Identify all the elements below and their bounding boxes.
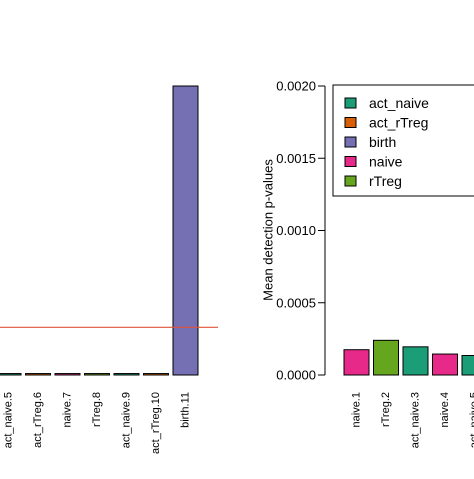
bar-left-6 [144, 374, 169, 375]
legend-swatch-act_naive [345, 98, 356, 108]
bar-left-3 [55, 374, 80, 375]
legend-label: birth [369, 134, 396, 150]
bar-right-5 [462, 355, 474, 375]
y-tick-label: 0.0000 [276, 368, 316, 383]
x-tick-label-left: act_rTreg.10 [150, 392, 162, 454]
y-tick-label: 0.0010 [276, 223, 316, 238]
x-tick-label-right: act_naive.3 [410, 392, 422, 448]
legend-label: act_rTreg [369, 115, 428, 131]
legend-swatch-naive [345, 157, 356, 167]
legend-swatch-act_rTreg [345, 118, 356, 128]
bar-right-2 [374, 340, 399, 375]
x-tick-label-left: naive.7 [62, 392, 74, 427]
bar-left-1 [0, 374, 21, 375]
x-tick-label-right: naive.1 [351, 392, 363, 427]
x-tick-label-right: naive.4 [439, 392, 451, 427]
legend-swatch-birth [345, 137, 356, 147]
y-tick-label: 0.0005 [276, 295, 316, 310]
x-tick-label-left: act_naive.9 [121, 392, 133, 448]
y-tick-label: 0.0015 [276, 151, 316, 166]
x-tick-label-right: act_naive.5 [469, 392, 474, 448]
x-tick-label-left: act_rTreg.6 [32, 392, 44, 448]
legend-label: naive [369, 154, 403, 170]
legend-swatch-rTreg [345, 176, 356, 186]
x-tick-label-left: birth.11 [180, 392, 192, 428]
bar-right-3 [403, 347, 428, 375]
bar-right-1 [344, 350, 369, 375]
bar-left-7 [173, 86, 198, 375]
left-chart-panel: act_naive.5 act_rTreg.6 naive.7 rTreg.8 act_… [0, 86, 218, 454]
x-tick-label-left: act_naive.5 [3, 392, 15, 448]
bar-left-4 [85, 374, 110, 375]
right-chart-panel: 0.0000 0.0005 0.0010 0.0015 0.0020 naive.1 rTr… [261, 79, 474, 449]
legend-label: rTreg [369, 173, 402, 189]
y-axis-title: Mean detection p-values [261, 159, 276, 301]
y-tick-label: 0.0020 [276, 79, 316, 94]
legend-label: act_naive [369, 95, 429, 111]
bar-left-5 [114, 374, 139, 375]
x-tick-label-right: rTreg.2 [380, 392, 392, 427]
bar-right-4 [433, 354, 458, 375]
bar-left-2 [26, 374, 51, 375]
x-tick-label-left: rTreg.8 [91, 392, 103, 427]
